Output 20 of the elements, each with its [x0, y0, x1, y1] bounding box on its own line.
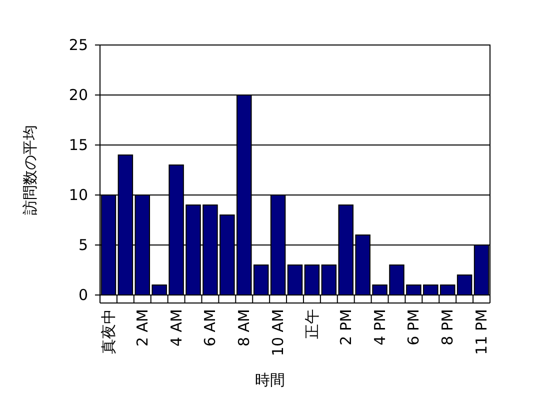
x-tick-label: 正午 [302, 309, 321, 339]
x-tick-label: 10 AM [269, 309, 288, 356]
y-tick-label: 20 [68, 86, 88, 104]
y-tick-label: 5 [78, 236, 88, 254]
y-tick-label: 10 [68, 186, 88, 204]
x-tick-label: 11 PM [472, 309, 491, 355]
y-tick-label: 15 [68, 136, 88, 154]
y-axis-title: 訪問数の平均 [21, 125, 39, 215]
x-tick-label: 8 PM [438, 309, 457, 346]
x-tick-label: 6 PM [404, 309, 423, 346]
x-tick-label: 8 AM [235, 309, 254, 347]
x-axis-title: 時間 [255, 371, 285, 389]
x-tick-label: 4 PM [370, 309, 389, 346]
x-tick-label: 2 AM [133, 309, 152, 347]
x-tick-label: 真夜中 [99, 309, 118, 354]
y-tick-label: 0 [78, 286, 88, 304]
x-tick-label: 2 PM [336, 309, 355, 346]
x-tick-label: 6 AM [201, 309, 220, 347]
y-tick-label: 25 [68, 36, 88, 54]
x-tick-label: 4 AM [167, 309, 186, 347]
